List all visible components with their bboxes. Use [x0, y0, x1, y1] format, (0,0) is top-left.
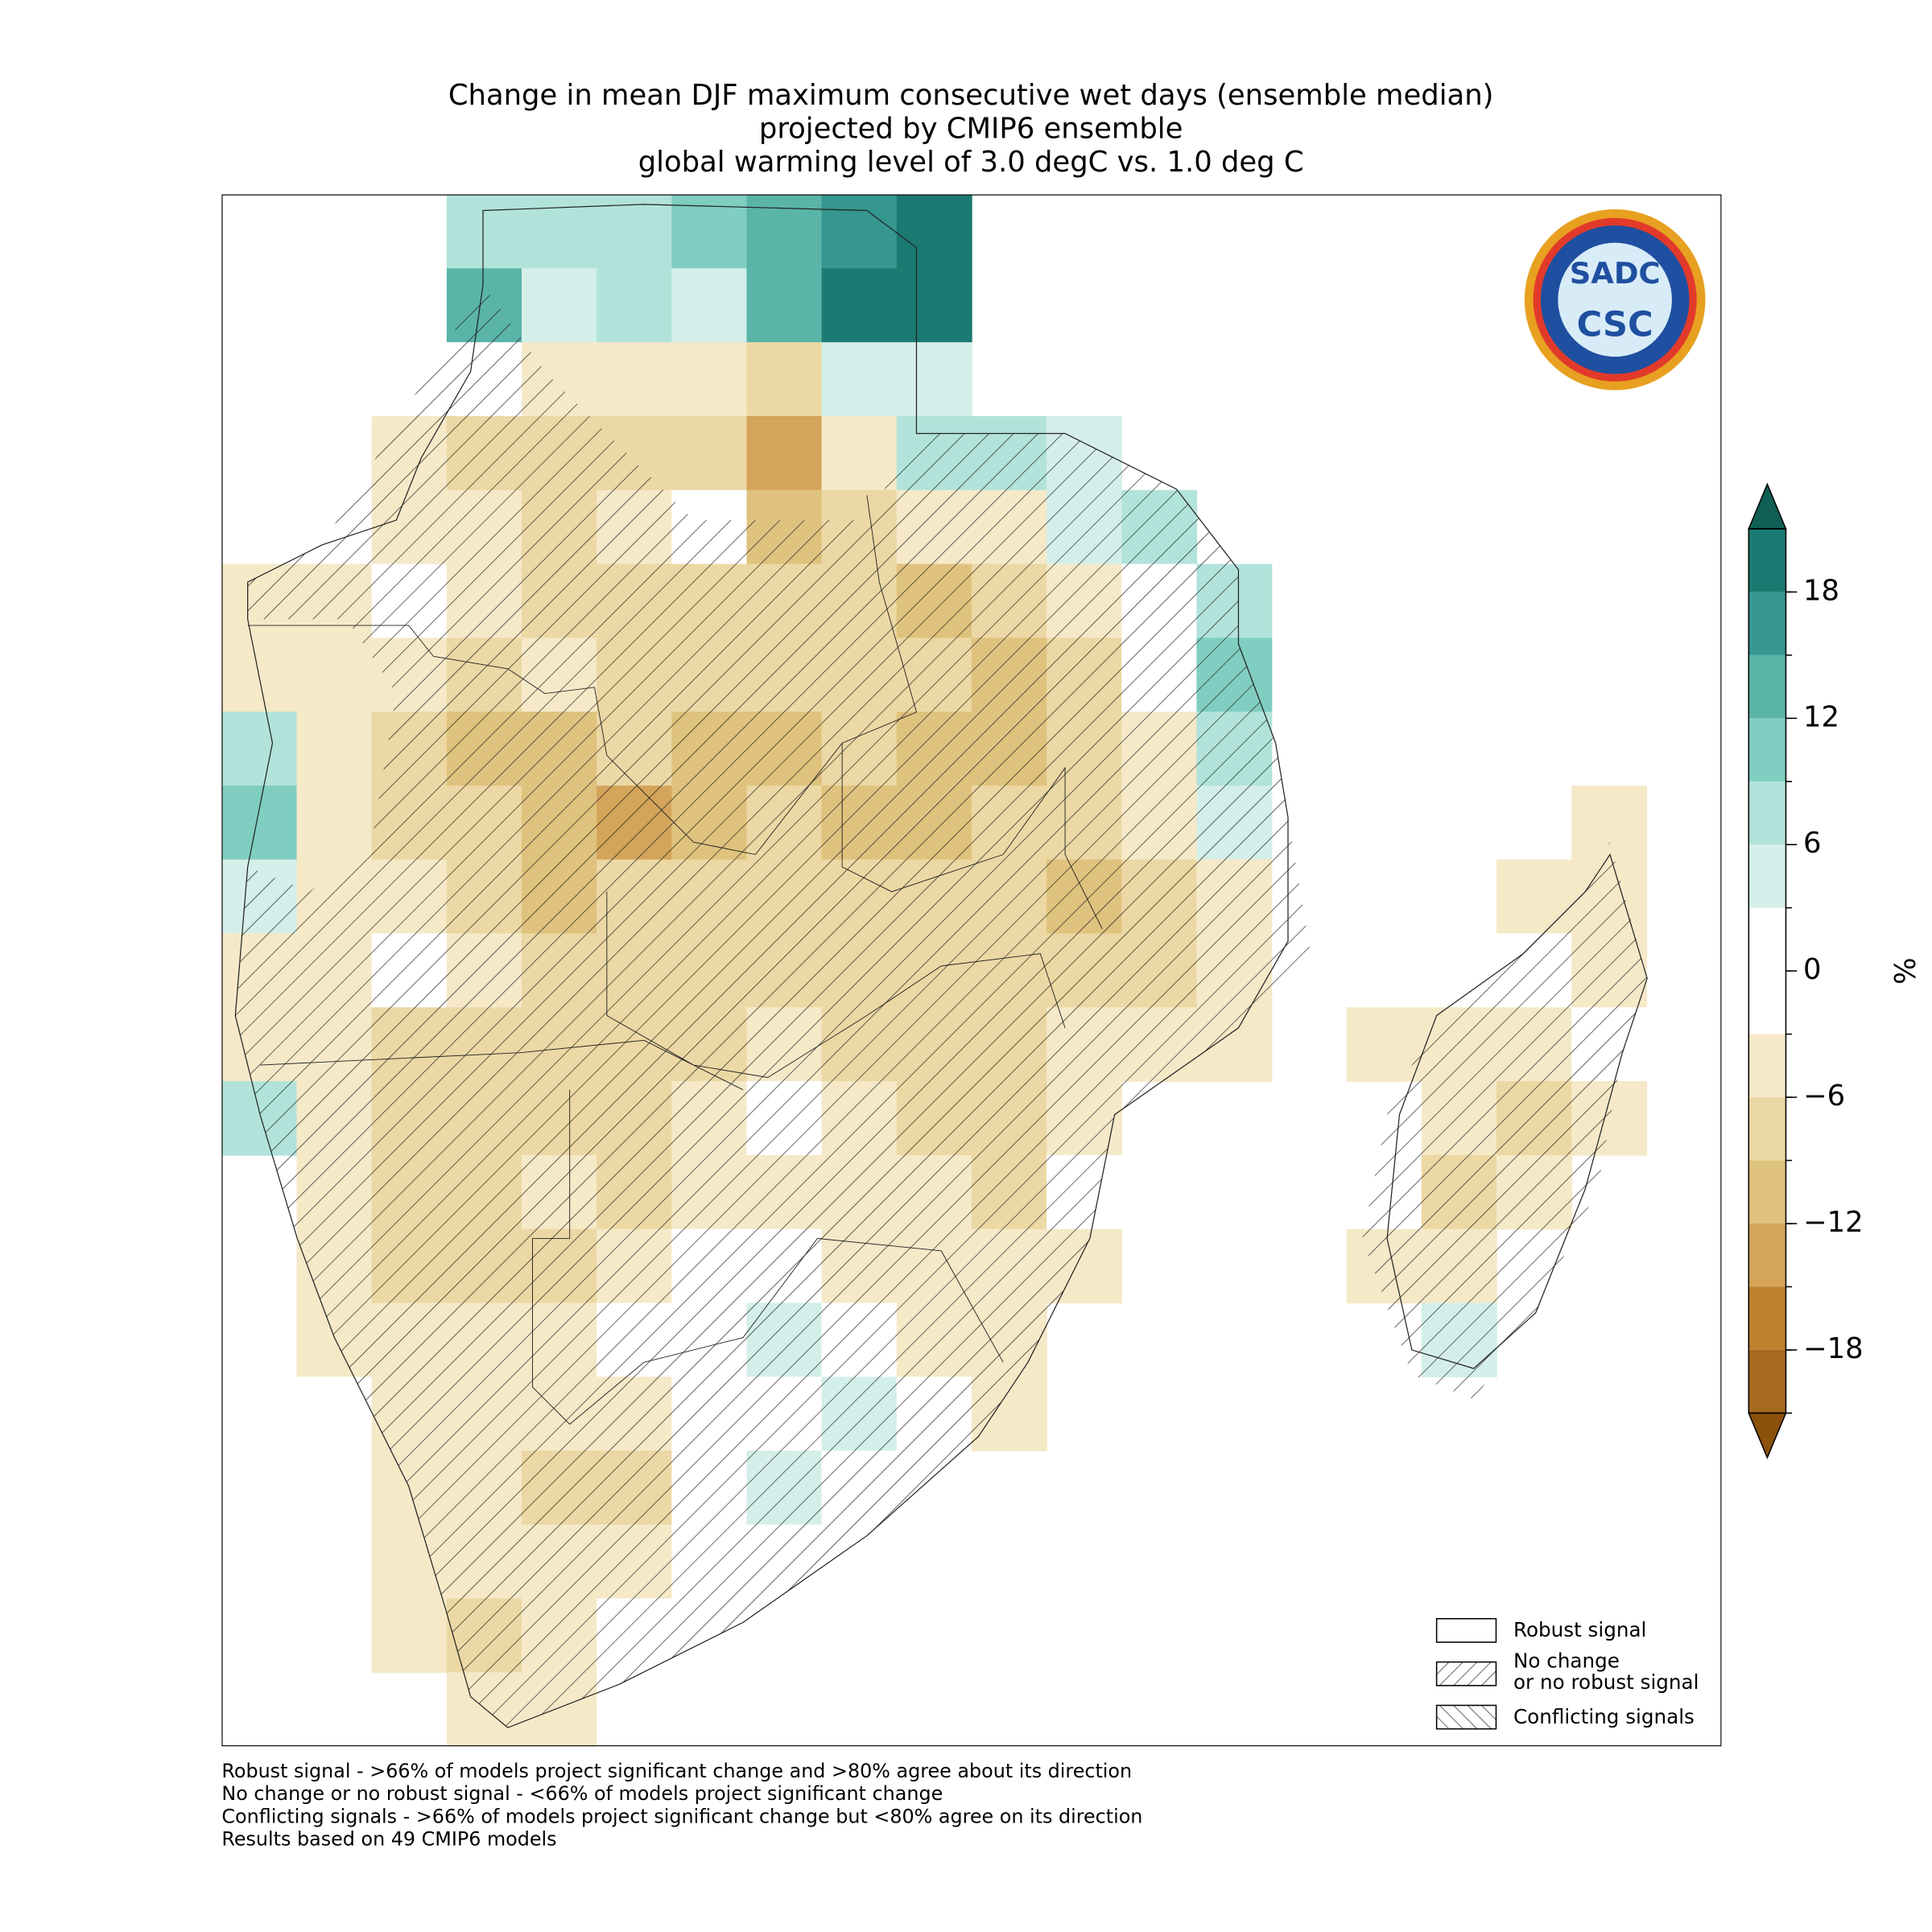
colorbar-tick-label: 18: [1803, 574, 1839, 607]
colorbar-band: [1748, 1349, 1786, 1414]
hatch-area: [1362, 842, 1648, 1400]
colorbar-tick-label: 0: [1803, 953, 1822, 986]
title: Change in mean DJF maximum consecutive w…: [448, 79, 1494, 179]
grid-cell: [522, 268, 597, 343]
grid-cell: [671, 268, 748, 343]
colorbar-band: [1748, 654, 1786, 719]
grid-cell: [746, 342, 823, 417]
colorbar-band: [1748, 718, 1786, 782]
legend-label: Robust signal: [1513, 1618, 1646, 1641]
title-line: global warming level of 3.0 degC vs. 1.0…: [638, 146, 1304, 179]
colorbar-extend-under: [1748, 1412, 1787, 1459]
grid-cell: [597, 194, 673, 270]
colorbar-label: %: [1889, 957, 1922, 985]
logo-text: SADC: [1570, 256, 1661, 291]
coastline: [1386, 853, 1648, 1369]
grid-cell: [221, 785, 298, 861]
colorbar-band: [1748, 592, 1786, 655]
colorbar-band: [1748, 1224, 1786, 1287]
grid-cell: [671, 415, 748, 491]
colorbar-tick-label: 6: [1803, 827, 1822, 860]
legend-swatch: [1435, 1661, 1497, 1686]
grid-cell: [821, 194, 898, 270]
grid-cell: [896, 268, 972, 343]
colorbar-band: [1748, 1160, 1786, 1224]
grid-cell: [446, 194, 522, 270]
grid-cell: [671, 342, 748, 417]
grid-cell: [1346, 1007, 1422, 1082]
grid-cell: [296, 712, 373, 786]
title-line: projected by CMIP6 ensemble: [759, 113, 1183, 146]
footnote: Results based on 49 CMIP6 models: [221, 1828, 556, 1851]
colorbar-tick-label: −18: [1803, 1332, 1864, 1365]
grid-cell: [821, 268, 898, 343]
grid-cell: [746, 415, 823, 491]
grid-cell: [296, 785, 373, 861]
grid-cell: [296, 638, 373, 712]
colorbar-band: [1748, 1034, 1786, 1098]
colorbar-band: [1748, 907, 1786, 972]
legend-label: No change or no robust signal: [1513, 1649, 1699, 1694]
colorbar-outline: [1748, 528, 1787, 1414]
footnote: Robust signal - >66% of models project s…: [221, 1760, 1132, 1782]
legend-swatch: [1435, 1704, 1497, 1730]
legend: Robust signal No change or no robust sign…: [1435, 1618, 1699, 1730]
grid-cell: [821, 415, 898, 491]
footnote: No change or no robust signal - <66% of …: [221, 1782, 943, 1805]
grid-cell: [597, 342, 673, 417]
grid-cell: [371, 1598, 448, 1674]
logo-text: CSC: [1577, 305, 1653, 345]
colorbar-band: [1748, 781, 1786, 845]
coastline: [234, 204, 1289, 1728]
colorbar-tick-label: −12: [1803, 1206, 1864, 1239]
logo: SADC CSC: [1524, 209, 1706, 390]
colorbar-band: [1748, 1097, 1786, 1161]
hatch-area: [235, 284, 1313, 1728]
grid-cell: [221, 638, 298, 712]
grid-cell: [746, 194, 823, 270]
grid-cell: [896, 194, 972, 270]
colorbar-band: [1748, 1286, 1786, 1350]
colorbar-tick-label: −6: [1803, 1080, 1845, 1113]
colorbar-tick-label: 12: [1803, 700, 1839, 733]
legend-line: No change: [1513, 1649, 1620, 1673]
grid-cell: [522, 194, 597, 270]
legend-line: or no robust signal: [1513, 1670, 1699, 1694]
title-line: Change in mean DJF maximum consecutive w…: [448, 79, 1494, 112]
colorbar-band: [1748, 528, 1786, 592]
legend-swatch: [1435, 1618, 1497, 1643]
legend-label: Conflicting signals: [1513, 1705, 1695, 1728]
footnotes: Robust signal - >66% of models project s…: [221, 1760, 1142, 1850]
colorbar-band: [1748, 844, 1786, 908]
grid-cell: [597, 268, 673, 343]
colorbar: −18 −12 −6 0 6 12 18: [1748, 482, 1864, 1459]
grid-cell: [746, 268, 823, 343]
grid-cell: [221, 712, 298, 786]
coastlines: [221, 194, 1722, 1747]
colorbar-extend-over: [1748, 482, 1787, 530]
colorbar-band: [1748, 971, 1786, 1034]
grid-cell: [821, 342, 898, 417]
border: [247, 495, 1103, 1425]
grid-cell: [896, 342, 972, 417]
footnote: Conflicting signals - >66% of models pro…: [221, 1805, 1142, 1827]
logo-center: [1558, 242, 1672, 357]
